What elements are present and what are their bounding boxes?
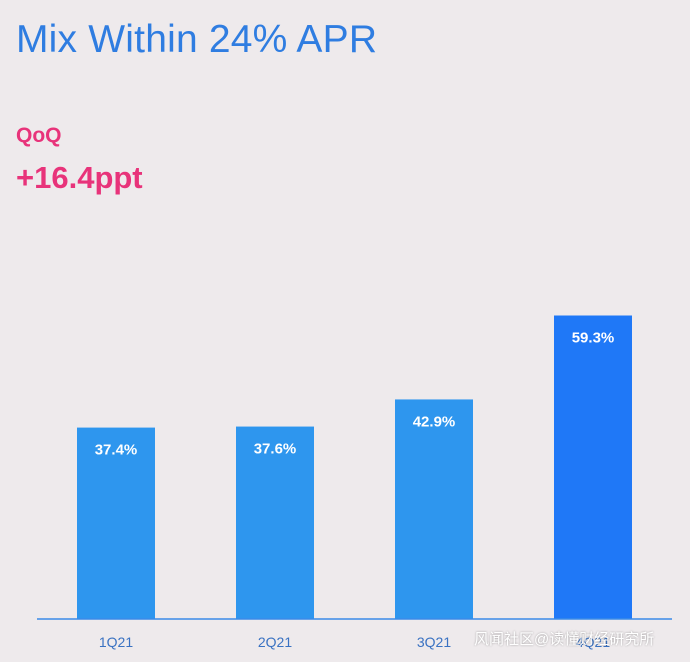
data-label-2Q21: 37.6% [254,441,297,458]
bars-group: 37.4% 37.6% 42.9% 59.3% [77,315,632,619]
tick-label-1Q21: 1Q21 [99,634,133,650]
tick-label-3Q21: 3Q21 [417,634,451,650]
tick-label-2Q21: 2Q21 [258,634,292,650]
bar-2Q21 [236,426,314,619]
qoq-value: +16.4ppt [16,160,143,195]
watermark: 风闻社区@读懂财经研究所 [474,631,655,648]
tick-label-4Q21: 4Q21 [576,634,610,650]
bar-3Q21 [395,399,473,619]
data-label-4Q21: 59.3% [572,330,615,347]
data-label-3Q21: 42.9% [413,413,456,430]
qoq-label: QoQ [16,124,62,147]
data-label-1Q21: 37.4% [95,442,138,459]
bar-1Q21 [77,427,155,619]
chart-title: Mix Within 24% APR [16,18,378,61]
x-axis-ticks: 1Q21 2Q21 3Q21 4Q21 [99,634,610,650]
bar-4Q21 [554,315,632,619]
